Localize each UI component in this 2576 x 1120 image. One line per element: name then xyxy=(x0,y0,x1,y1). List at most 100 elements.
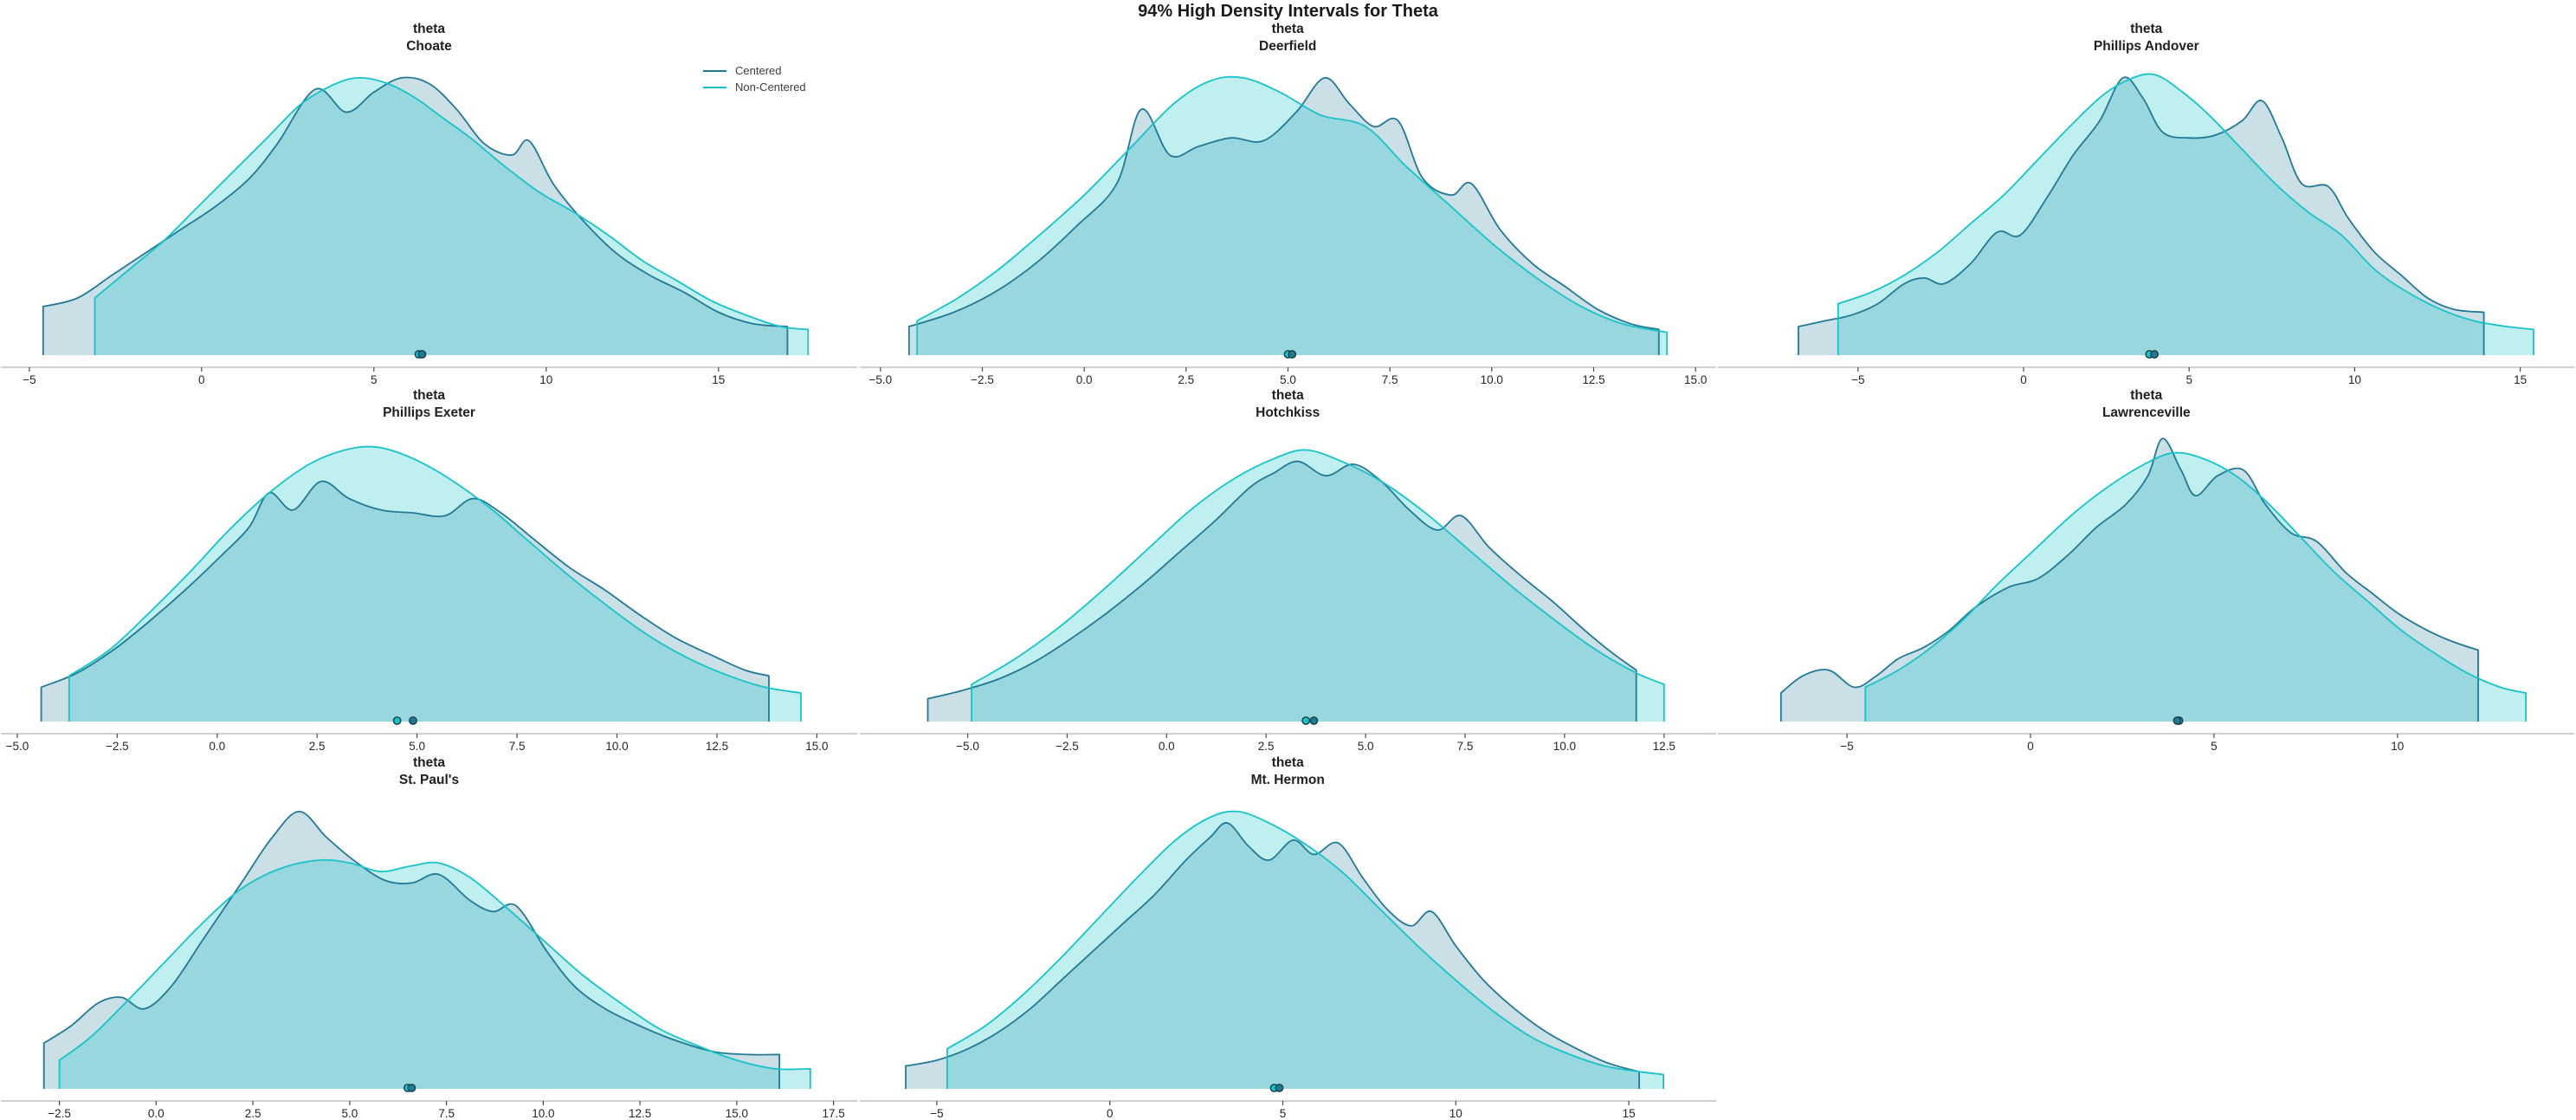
subplot-title: theta Hotchkiss xyxy=(859,387,1717,424)
noncentered-density-point-estimate-dot xyxy=(1301,716,1310,726)
subplot-param-label: theta xyxy=(2130,388,2163,404)
x-tick-label: 12.5 xyxy=(629,1107,651,1118)
subplot-school-label: Lawrenceville xyxy=(2101,405,2191,421)
x-tick-label: 0.0 xyxy=(148,1107,165,1118)
x-tick-label: 5.0 xyxy=(342,1107,358,1118)
x-tick-label: −5 xyxy=(1841,740,1854,751)
plot-area: −2.5 0.0 2.5 5.0 7.5 10.0 12.5 15.0 17.5 xyxy=(1,810,857,1118)
noncentered-density-fill xyxy=(971,450,1664,722)
subplot-school-label: Phillips Andover xyxy=(2093,39,2199,54)
x-tick-label: 0 xyxy=(1107,1107,1114,1118)
x-tick-label: 5.0 xyxy=(1280,373,1296,385)
x-tick-label: 15.0 xyxy=(1684,373,1707,385)
centered-density-line xyxy=(40,481,770,722)
centered-density-fill xyxy=(43,811,780,1089)
centered-density-point-estimate-dot xyxy=(417,350,427,359)
subplot-param-label: theta xyxy=(412,754,446,770)
centered-density-point-estimate-dot xyxy=(2150,350,2160,359)
centered-density-line xyxy=(42,76,789,355)
x-tick-label: 7.5 xyxy=(1381,373,1398,385)
subplot-school-label: Phillips Exeter xyxy=(383,405,475,421)
plot-area: −5 0 5 10 xyxy=(1718,437,2575,751)
subplot-school-label: Deerfield xyxy=(1259,39,1317,54)
centered-density-point-estimate-dot xyxy=(2172,716,2182,726)
centered-density-fill xyxy=(908,77,1659,355)
centered-density-line xyxy=(1780,437,2480,722)
subplot-param-label: theta xyxy=(1271,754,1304,770)
noncentered-density-line xyxy=(58,858,811,1089)
noncentered-density-line xyxy=(1864,451,2528,722)
x-tick-label: 15 xyxy=(2514,373,2527,385)
centered-density-fill xyxy=(1798,77,2484,355)
x-tick-label: 0 xyxy=(2021,373,2028,385)
plot-area: −5.0 −2.5 0.0 2.5 5.0 7.5 10.0 12.5 xyxy=(859,449,1716,751)
subplot-school-label: Choate xyxy=(406,39,452,54)
noncentered-density-line xyxy=(1837,73,2535,355)
centered-density-line xyxy=(904,821,1640,1089)
x-tick-label: 12.5 xyxy=(1652,740,1675,751)
x-tick-label: 0.0 xyxy=(1159,740,1175,751)
noncentered-density-line xyxy=(915,75,1668,355)
x-tick-label: 15.0 xyxy=(805,740,828,751)
centered-line-swatch xyxy=(703,69,726,72)
plot-area: −5 0 5 10 15 xyxy=(1718,73,2575,385)
plot-area: −5 0 5 10 15 xyxy=(1,76,857,385)
noncentered-density-point-estimate-dot xyxy=(392,716,402,726)
plot-area: −5.0 −2.5 0.0 2.5 5.0 7.5 10.0 12.5 15.0 xyxy=(859,75,1716,385)
noncentered-line-swatch xyxy=(703,86,726,88)
subplot-hotchkiss: theta Hotchkiss −5.0 −2.5 0.0 2.5 5.0 7.5 10.0… xyxy=(859,387,1717,751)
noncentered-density-fill xyxy=(1838,74,2534,356)
x-tick-label: 0 xyxy=(198,373,205,385)
x-tick-label: 10 xyxy=(2348,373,2361,385)
x-tick-label: 7.5 xyxy=(438,1107,455,1118)
x-tick-label: 15.0 xyxy=(726,1107,748,1118)
x-tick-label: 10.0 xyxy=(1553,740,1575,751)
figure-title: 94% High Density Intervals for Theta xyxy=(1138,2,1438,21)
plot-area: −5.0 −2.5 0.0 2.5 5.0 7.5 10.0 12.5 15.0 xyxy=(1,445,857,751)
subplot-st-paul-s: theta St. Paul's −2.5 0.0 2.5 5.0 7.5 10.0 12.… xyxy=(0,754,858,1118)
x-tick-label: −5.0 xyxy=(956,740,979,751)
x-tick-label: 10.0 xyxy=(605,740,628,751)
x-tick-label: 2.5 xyxy=(309,740,326,751)
subplot-phillips-andover: theta Phillips Andover −5 0 5 10 15 xyxy=(1717,21,2575,385)
x-tick-label: 5.0 xyxy=(1357,740,1373,751)
centered-density-fill xyxy=(41,481,770,722)
centered-density-point-estimate-dot xyxy=(407,1083,416,1092)
centered-density-line xyxy=(926,461,1637,722)
x-tick-label: −5.0 xyxy=(868,373,892,385)
x-tick-label: 0.0 xyxy=(209,740,225,751)
x-tick-label: 10 xyxy=(1449,1107,1462,1118)
x-tick-label: 5 xyxy=(2186,373,2193,385)
centered-density-point-estimate-dot xyxy=(1287,350,1296,359)
x-tick-label: −2.5 xyxy=(106,740,129,751)
x-tick-label: 2.5 xyxy=(245,1107,261,1118)
noncentered-density-line xyxy=(68,445,802,722)
centered-density-line xyxy=(907,77,1660,355)
legend-item-centered: Centered xyxy=(703,62,806,79)
x-tick-label: 12.5 xyxy=(1582,373,1604,385)
plot-area: −5 0 5 10 15 xyxy=(859,810,1716,1118)
centered-density-fill xyxy=(42,77,788,355)
x-tick-label: 17.5 xyxy=(822,1107,844,1118)
x-tick-label: −2.5 xyxy=(1056,740,1079,751)
noncentered-density-line xyxy=(946,810,1664,1089)
x-tick-label: 7.5 xyxy=(509,740,526,751)
x-tick-label: −5.0 xyxy=(6,740,29,751)
subplot-school-label: St. Paul's xyxy=(398,772,460,787)
centered-density-line xyxy=(42,810,780,1089)
centered-density-fill xyxy=(927,461,1637,722)
x-tick-label: 15 xyxy=(1622,1107,1635,1118)
x-tick-label: 15 xyxy=(712,373,725,385)
centered-density-line xyxy=(1798,76,2485,355)
legend-item-noncentered: Non-Centered xyxy=(703,79,806,95)
noncentered-density-line xyxy=(970,449,1665,722)
noncentered-density-fill xyxy=(946,811,1663,1089)
noncentered-density-fill xyxy=(68,446,801,722)
x-tick-label: 10.0 xyxy=(532,1107,554,1118)
noncentered-density-fill xyxy=(1865,452,2527,722)
subplot-title: theta Phillips Exeter xyxy=(0,387,858,424)
noncentered-density-fill xyxy=(916,76,1667,355)
noncentered-density-fill xyxy=(94,77,809,356)
x-tick-label: 5 xyxy=(371,373,378,385)
x-tick-label: 5 xyxy=(2211,740,2218,751)
